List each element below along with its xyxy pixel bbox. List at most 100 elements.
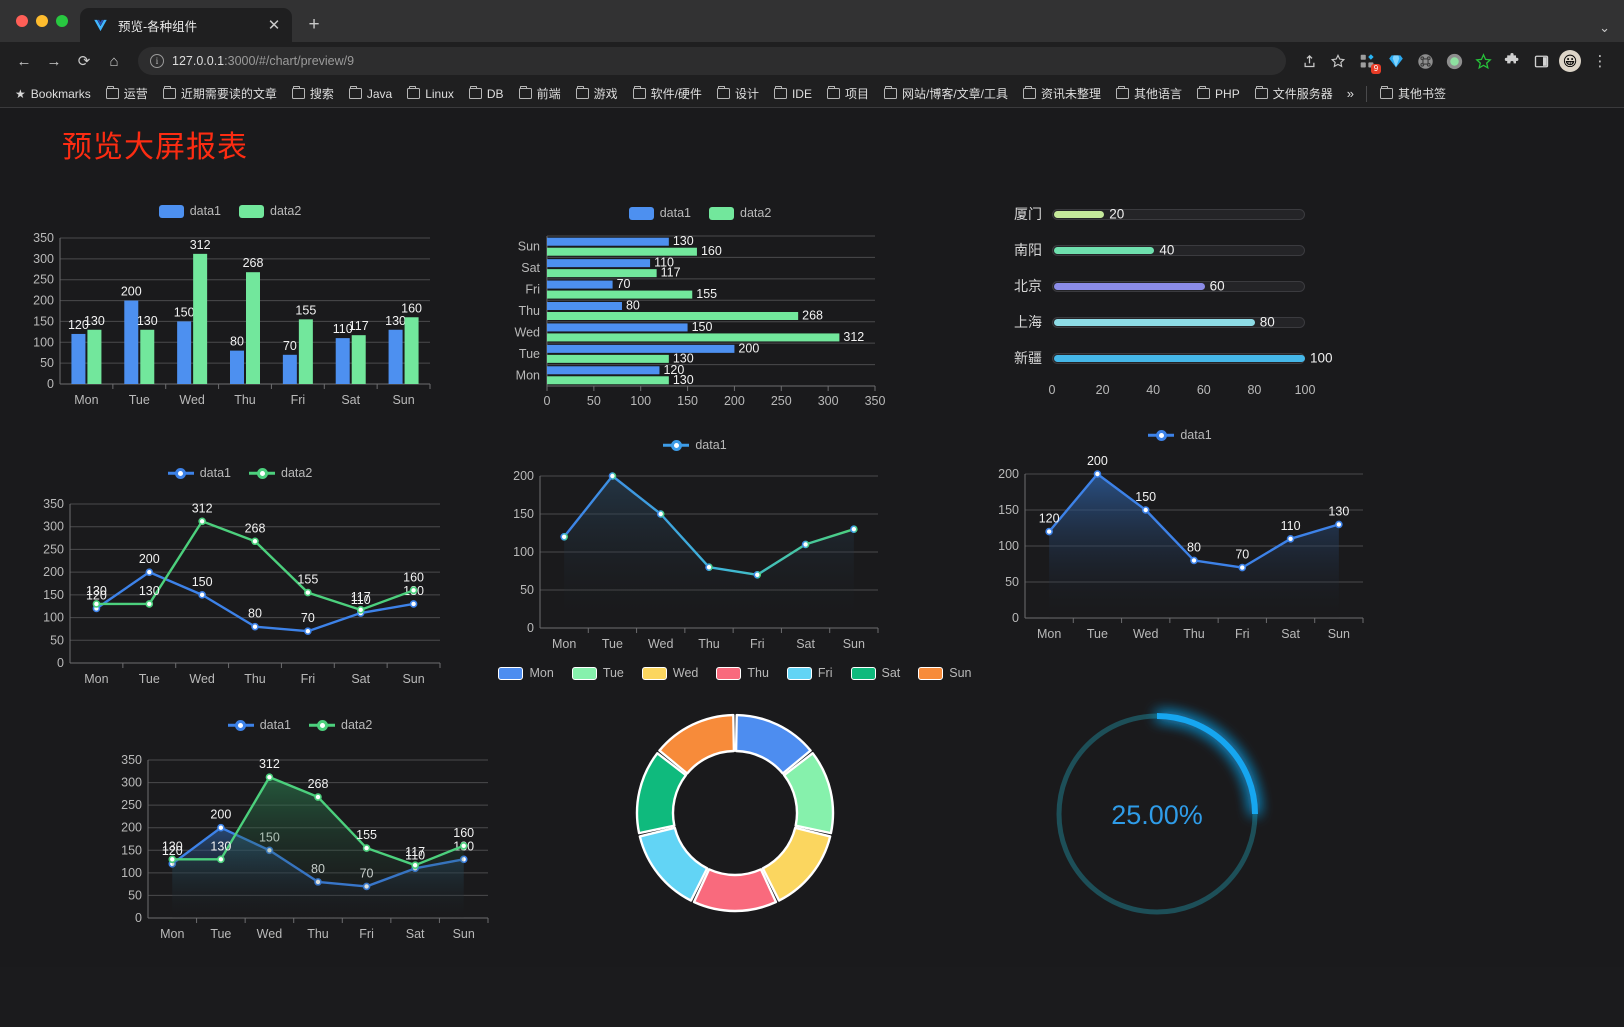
- close-window-button[interactable]: [16, 15, 28, 27]
- circle-green-icon[interactable]: [1441, 48, 1467, 74]
- legend-item[interactable]: data1: [628, 206, 691, 220]
- share-icon[interactable]: [1296, 48, 1322, 74]
- legend-item[interactable]: data2: [239, 204, 301, 218]
- legend-item[interactable]: data1: [663, 438, 727, 452]
- reload-button[interactable]: ⟳: [77, 53, 91, 70]
- bookmark-folder[interactable]: DB: [463, 84, 510, 104]
- chevron-down-icon[interactable]: ⌄: [1599, 20, 1610, 35]
- bookmark-folder[interactable]: 运营: [100, 82, 154, 105]
- chart-canvas: 0 50 100 150 200 250 300 350 Mon Tue Wed Thu Fri Sat S…: [33, 231, 431, 407]
- svg-text:150: 150: [43, 588, 64, 602]
- legend-item[interactable]: Mon: [498, 666, 554, 680]
- legend-item[interactable]: data1: [228, 718, 291, 732]
- legend-item[interactable]: Tue: [571, 666, 624, 680]
- svg-text:Thu: Thu: [234, 393, 256, 407]
- tab-title: 预览-各种组件: [118, 19, 198, 34]
- svg-text:300: 300: [818, 394, 839, 408]
- star-outline-green-icon[interactable]: [1470, 48, 1496, 74]
- bookmark-folder[interactable]: IDE: [768, 84, 818, 104]
- folder-icon: [291, 85, 305, 99]
- legend-item[interactable]: Sat: [850, 666, 900, 680]
- browser-tab[interactable]: 预览-各种组件 ✕: [80, 8, 292, 42]
- home-button[interactable]: ⌂: [109, 52, 119, 70]
- bookmark-folder[interactable]: 文件服务器: [1249, 82, 1339, 105]
- bookmark-folder[interactable]: 其他语言: [1110, 82, 1188, 105]
- legend-item[interactable]: Sun: [918, 666, 972, 680]
- bookmark-folder[interactable]: 资讯未整理: [1017, 82, 1107, 105]
- bookmark-folder[interactable]: 网站/博客/文章/工具: [878, 82, 1014, 105]
- bookmark-folder[interactable]: 软件/硬件: [627, 82, 708, 105]
- progress-track: 20: [1052, 206, 1305, 222]
- legend-item[interactable]: data1: [168, 466, 231, 480]
- svg-text:80: 80: [248, 607, 262, 621]
- bookmark-manager-item[interactable]: ★ Bookmarks: [9, 84, 97, 104]
- minimize-window-button[interactable]: [36, 15, 48, 27]
- folder-icon: [348, 85, 362, 99]
- bookmark-folder[interactable]: 前端: [513, 82, 567, 105]
- bookmark-folder[interactable]: 搜索: [286, 82, 340, 105]
- svg-text:Tue: Tue: [1087, 627, 1108, 641]
- bookmark-label: 文件服务器: [1272, 87, 1333, 101]
- folder-icon: [1023, 85, 1036, 99]
- forward-button[interactable]: →: [46, 52, 62, 70]
- svg-text:0: 0: [47, 377, 54, 391]
- legend-label: Sun: [949, 666, 972, 680]
- legend-item[interactable]: data2: [249, 466, 312, 480]
- other-bookmarks-folder[interactable]: 其他书签: [1374, 82, 1452, 105]
- svg-text:130: 130: [385, 314, 406, 328]
- extension-grid-icon[interactable]: 9: [1354, 48, 1381, 74]
- bookmark-folder[interactable]: Java: [343, 84, 398, 104]
- bookmark-folder[interactable]: 项目: [821, 82, 875, 105]
- page-title: 预览大屏报表: [62, 131, 248, 164]
- legend-label: Mon: [529, 666, 554, 680]
- progress-value: 20: [1109, 206, 1125, 222]
- svg-text:Sun: Sun: [1328, 627, 1350, 641]
- bookmark-label: 资讯未整理: [1041, 87, 1102, 101]
- svg-text:200: 200: [139, 552, 160, 566]
- svg-text:312: 312: [843, 330, 864, 344]
- close-icon[interactable]: ✕: [267, 17, 281, 34]
- svg-text:Tue: Tue: [210, 927, 231, 941]
- bookmark-folder[interactable]: 近期需要读的文章: [157, 82, 283, 105]
- svg-text:155: 155: [295, 303, 316, 317]
- legend-item[interactable]: Fri: [786, 666, 833, 680]
- svg-text:130: 130: [84, 314, 105, 328]
- bookmark-folder[interactable]: 设计: [711, 82, 765, 105]
- site-info-icon[interactable]: i: [150, 54, 164, 68]
- diamond-icon[interactable]: [1383, 48, 1409, 74]
- browser-menu-button[interactable]: ⋮: [1592, 53, 1608, 70]
- side-panel-icon[interactable]: [1528, 48, 1554, 74]
- back-button[interactable]: ←: [16, 52, 32, 70]
- bookmarks-bar: ★ Bookmarks 运营 近期需要读的文章 搜索 Java Linux DB…: [0, 80, 1624, 108]
- svg-text:200: 200: [1087, 454, 1108, 468]
- legend-item[interactable]: Thu: [716, 666, 769, 680]
- legend-item[interactable]: data1: [1148, 428, 1212, 442]
- legend-item[interactable]: Wed: [641, 666, 698, 680]
- new-tab-button[interactable]: +: [308, 14, 320, 35]
- avatar[interactable]: 😀: [1557, 48, 1583, 74]
- bookmarks-overflow-button[interactable]: »: [1346, 86, 1354, 101]
- legend-label: data2: [341, 718, 373, 732]
- chart-legend: data1 data2: [30, 466, 450, 480]
- chart-line-gradient: data1 0 50 100 150 200 Mon Tue Wed Thu Fri Sat Sun: [500, 438, 890, 665]
- puzzle-icon[interactable]: [1499, 48, 1525, 74]
- svg-text:Mon: Mon: [1037, 627, 1061, 641]
- bookmark-folder[interactable]: Linux: [401, 84, 460, 104]
- bookmark-folder[interactable]: PHP: [1191, 84, 1246, 104]
- bookmark-label: 近期需要读的文章: [180, 87, 277, 101]
- bookmark-star-icon[interactable]: [1325, 48, 1351, 74]
- legend-label: Thu: [747, 666, 769, 680]
- maximize-window-button[interactable]: [56, 15, 68, 27]
- bookmark-folder[interactable]: 游戏: [570, 82, 624, 105]
- command-icon[interactable]: [1412, 48, 1438, 74]
- legend-item[interactable]: data2: [309, 718, 372, 732]
- legend-item[interactable]: data1: [158, 204, 221, 218]
- svg-text:130: 130: [673, 234, 694, 248]
- legend-swatch: [571, 666, 597, 680]
- legend-item[interactable]: data2: [709, 206, 771, 220]
- address-bar[interactable]: i 127.0.0.1:3000/#/chart/preview/9: [138, 47, 1286, 75]
- svg-text:Thu: Thu: [244, 672, 266, 686]
- svg-text:150: 150: [692, 320, 713, 334]
- vue-icon: [92, 17, 109, 34]
- window-controls[interactable]: [12, 0, 80, 42]
